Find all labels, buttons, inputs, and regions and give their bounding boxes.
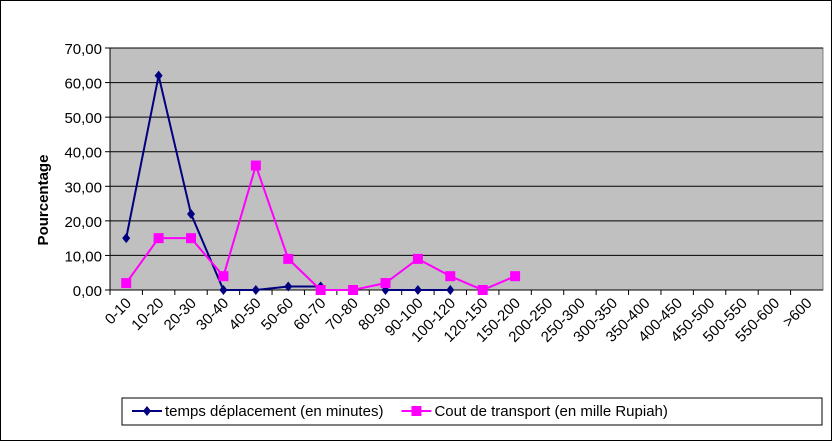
y-tick-label: 0,00 [73, 283, 102, 300]
data-point [218, 271, 229, 282]
y-axis-label: Pourcentage [35, 155, 52, 246]
data-point [380, 278, 391, 289]
data-point [348, 285, 359, 295]
legend-box [121, 397, 823, 426]
legend-label: temps déplacement (en minutes) [165, 403, 383, 420]
data-point [154, 70, 163, 81]
data-point [446, 285, 455, 295]
data-point [445, 271, 456, 282]
y-tick-label: 50,00 [64, 110, 102, 127]
y-tick-label: 60,00 [64, 76, 102, 93]
data-point [122, 233, 131, 244]
data-point [219, 285, 228, 295]
data-point [186, 233, 197, 244]
data-point [283, 253, 294, 264]
y-tick-label: 40,00 [64, 145, 102, 162]
data-point [187, 208, 196, 219]
legend-marker [143, 406, 151, 416]
y-tick-label: 70,00 [64, 41, 102, 58]
data-point [477, 285, 488, 295]
legend-label: Cout de transport (en mille Rupiah) [434, 403, 667, 420]
data-point [412, 253, 423, 264]
y-tick-label: 20,00 [64, 214, 102, 231]
data-point [510, 271, 521, 282]
data-point [251, 285, 260, 295]
data-point [250, 160, 261, 171]
data-point [153, 233, 164, 244]
plot-area [109, 47, 824, 291]
legend-marker [411, 406, 422, 416]
y-tick-label: 10,00 [64, 248, 102, 265]
data-point [121, 278, 132, 289]
data-point [284, 281, 293, 292]
data-point [413, 285, 422, 295]
legend: temps déplacement (en minutes) Cout de tr… [121, 397, 823, 426]
data-point [315, 285, 326, 295]
y-tick-label: 30,00 [64, 179, 102, 196]
